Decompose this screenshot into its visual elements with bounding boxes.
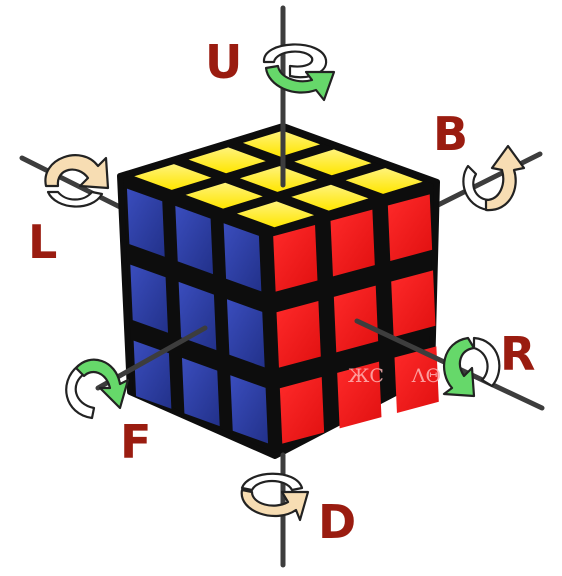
cube-watermark: ЖC⠀⠀ΛΘ bbox=[348, 365, 441, 387]
rotation-arrow-up-icon bbox=[262, 43, 336, 102]
right-face-sticker-9 bbox=[394, 346, 439, 414]
face-label-left: L bbox=[28, 215, 57, 269]
right-face-sticker-4 bbox=[276, 300, 321, 368]
face-label-right: R bbox=[500, 327, 535, 381]
left-face-sticker-3 bbox=[126, 188, 165, 257]
top-face-sticker-4 bbox=[294, 149, 372, 176]
top-face-sticker-8 bbox=[291, 184, 369, 211]
rotation-arrow-down-icon bbox=[240, 472, 310, 522]
rotation-arrow-back-icon bbox=[462, 144, 526, 212]
top-face-sticker-7 bbox=[345, 168, 423, 194]
face-label-front: F bbox=[120, 415, 151, 469]
right-face-sticker-6 bbox=[391, 270, 436, 338]
left-face-sticker-1 bbox=[223, 223, 262, 292]
rotation-arrow-left-icon bbox=[44, 154, 110, 208]
left-face-sticker-6 bbox=[130, 264, 169, 333]
right-face-sticker-2 bbox=[330, 209, 375, 277]
right-face-sticker-7 bbox=[279, 376, 325, 444]
top-face-sticker-2 bbox=[188, 147, 266, 174]
rotation-arrow-right-icon bbox=[442, 336, 501, 398]
face-label-back: B bbox=[433, 107, 468, 161]
right-face-sticker-3 bbox=[387, 194, 433, 262]
axis-left-right-back bbox=[19, 155, 133, 215]
right-face-sticker-8 bbox=[337, 361, 382, 429]
face-label-down: D bbox=[318, 495, 356, 549]
left-face-sticker-4 bbox=[226, 299, 265, 368]
rotation-arrow-front-icon bbox=[65, 358, 130, 420]
face-label-up: U bbox=[205, 35, 242, 89]
top-face-sticker-5 bbox=[239, 166, 318, 192]
top-face-sticker-3 bbox=[134, 164, 212, 190]
left-face-sticker-5 bbox=[178, 281, 217, 351]
left-face-sticker-2 bbox=[175, 205, 214, 275]
rubiks-cube bbox=[117, 123, 440, 459]
axis-back-front-back bbox=[433, 151, 543, 209]
left-face-sticker-9 bbox=[133, 340, 172, 409]
left-face-sticker-8 bbox=[181, 357, 220, 427]
left-face-sticker-7 bbox=[230, 375, 269, 444]
top-face-sticker-6 bbox=[185, 182, 263, 209]
right-face-sticker-1 bbox=[273, 224, 318, 292]
top-face-sticker-9 bbox=[236, 201, 315, 228]
